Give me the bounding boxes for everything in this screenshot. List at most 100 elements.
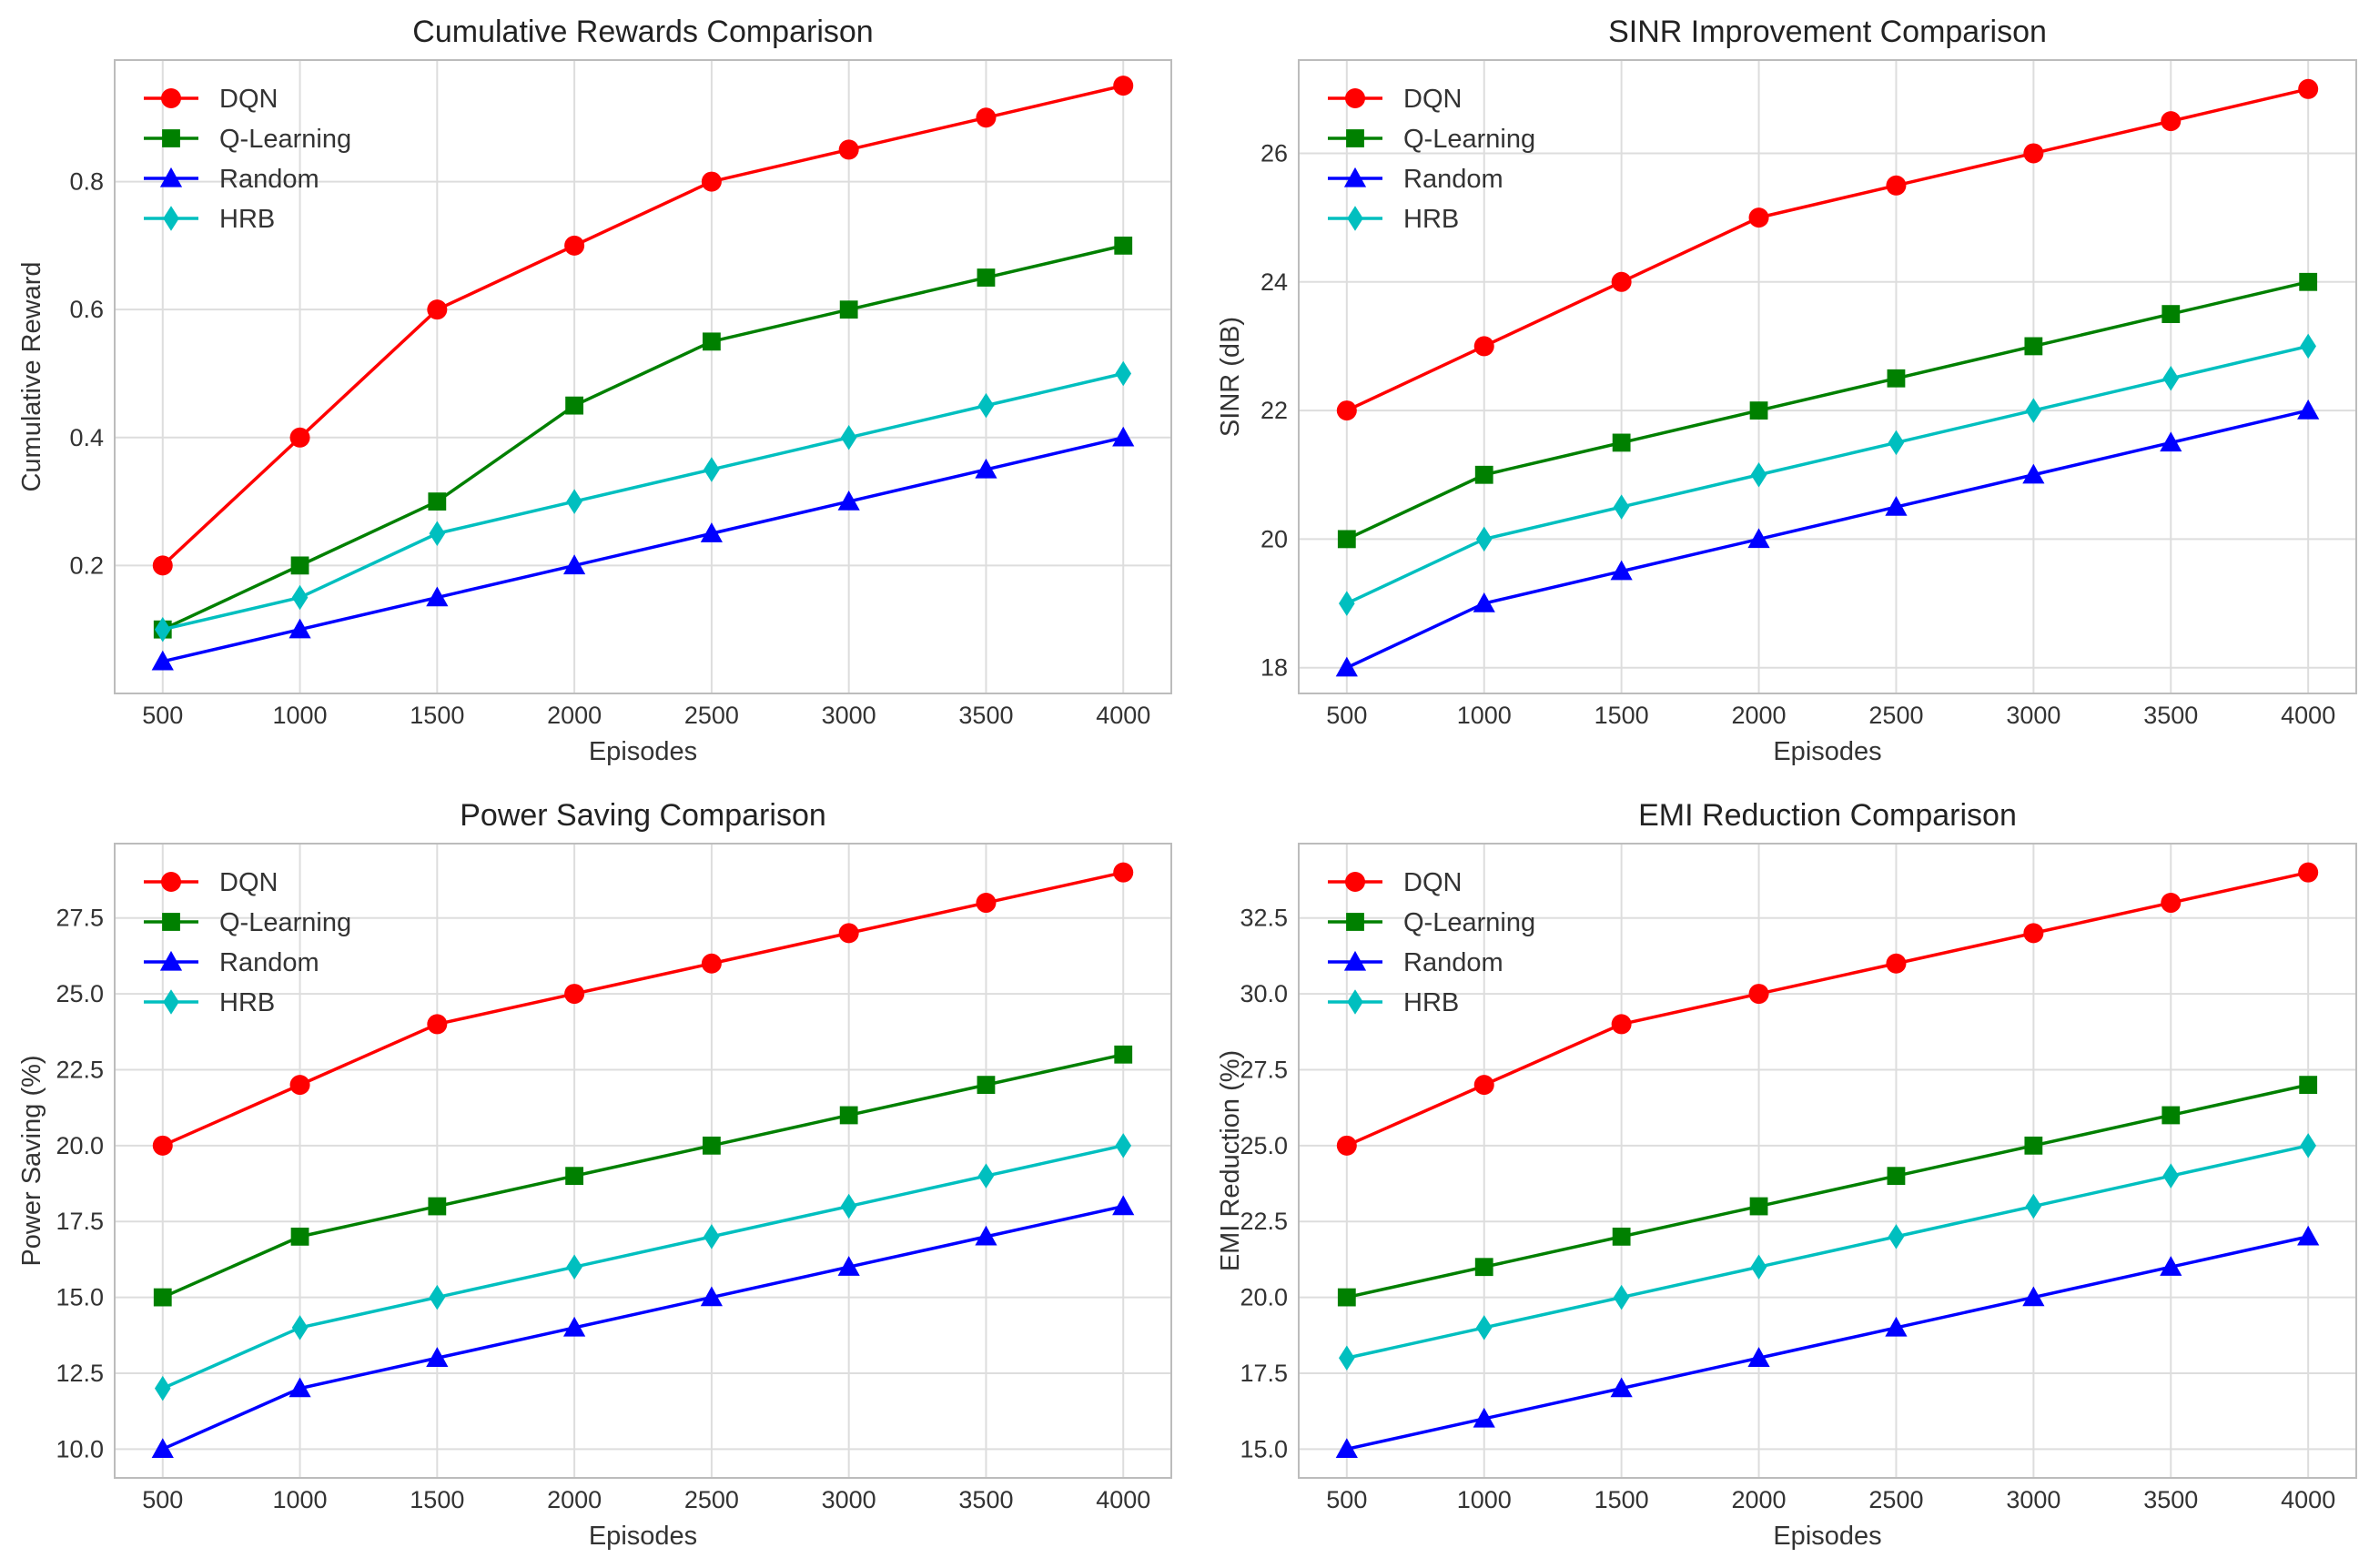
series-line [162,1053,1124,1300]
legend-item-dqn: DQN [144,868,278,897]
y-tick-label: 32.5 [1240,905,1288,932]
legend: DQN Q-Learning Random HRB [144,868,351,1017]
data-point [290,1227,309,1246]
data-point [566,489,582,514]
series-dqn [152,76,1134,576]
x-tick-label: 3000 [822,702,876,729]
data-point [2298,78,2319,99]
data-point [1611,1014,1632,1035]
series-line [1346,1144,2309,1360]
data-point [429,521,446,546]
data-point [701,953,722,974]
data-point [429,1284,446,1310]
x-tick-label: 1500 [1595,1486,1649,1513]
x-tick-label: 1000 [1457,702,1512,729]
legend-label: Random [1403,165,1503,194]
data-point [426,586,449,607]
x-tick-label: 3500 [958,1486,1013,1513]
legend-item-q-learning: Q-Learning [1328,908,1535,937]
legend-item-q-learning: Q-Learning [144,125,351,154]
data-point [1750,462,1767,488]
y-tick-label: 17.5 [56,1208,104,1235]
y-axis-label: EMI Reduction (%) [1216,1050,1245,1271]
series-line [162,436,1124,663]
data-point [977,1163,995,1189]
plot-frame [114,843,1172,1479]
y-tick-label: 15.0 [1240,1435,1288,1462]
data-point [2299,1076,2318,1095]
series-line [1346,1083,2309,1300]
chart-emi-reduction: EMI Reduction Comparison 500 1000 1500 2000 2… [1216,798,2357,1551]
data-point [152,555,173,576]
x-tick-label: 2500 [684,1486,739,1513]
data-point [975,458,997,479]
data-point [701,171,722,192]
y-tick-label: 15.0 [56,1284,104,1311]
x-tick-label: 2500 [684,702,739,729]
data-point [1112,426,1135,447]
data-point [2297,399,2320,420]
data-point [840,425,857,450]
data-point [565,396,584,415]
data-point [1112,1195,1135,1216]
data-point [1473,336,1494,357]
series-line [162,371,1124,632]
legend-marker [159,167,183,187]
legend-marker [161,872,181,892]
data-point [2160,1256,2182,1276]
legend-marker [1346,913,1364,931]
legend-label: Q-Learning [1403,125,1535,154]
y-axis-label: Power Saving (%) [17,1055,46,1266]
y-tick-label: 27.5 [1240,1056,1288,1083]
data-point [566,1254,582,1280]
data-point [1474,465,1493,484]
plot-frame [1298,843,2357,1479]
data-point [1885,495,1908,516]
legend-label: HRB [1403,988,1459,1017]
data-point [702,1136,721,1155]
x-tick-label: 1500 [410,702,464,729]
legend-item-q-learning: Q-Learning [1328,125,1535,154]
data-point [1612,433,1631,452]
data-point [1335,656,1358,677]
data-point [428,492,447,511]
plot-frame [1298,59,2357,694]
data-point [151,650,174,671]
legend-marker [1345,88,1365,108]
x-tick-label: 500 [1326,1486,1367,1513]
data-point [704,1224,720,1249]
data-point [1749,1197,1768,1216]
data-point [2160,431,2182,452]
x-tick-label: 500 [142,1486,183,1513]
series-line [1346,280,2309,541]
data-point [289,427,310,448]
x-tick-label: 4000 [2281,702,2335,729]
data-point [1336,400,1357,421]
data-point [838,139,859,160]
data-point [2161,893,2182,914]
data-point [1888,430,1905,456]
series-line [1346,344,2309,605]
data-point [1339,591,1355,616]
plot-area [115,60,1171,693]
data-point [1888,1224,1905,1249]
x-axis-label: Episodes [589,737,697,766]
series-hrb [154,1133,1132,1401]
legend-item-dqn: DQN [1328,85,1462,114]
legend-item-dqn: DQN [1328,868,1462,897]
legend-label: HRB [219,205,275,234]
x-tick-label: 1000 [273,1486,328,1513]
x-tick-label: 3500 [2143,1486,2198,1513]
y-tick-label: 30.0 [1240,980,1288,1007]
data-point [1113,862,1134,883]
legend-label: DQN [1403,85,1462,114]
data-point [2297,1225,2320,1246]
data-point [704,457,720,482]
x-tick-label: 500 [142,702,183,729]
data-point [1747,1347,1770,1367]
data-point [2024,337,2043,356]
series-line [1346,87,2309,412]
data-point [289,1075,310,1096]
data-point [1473,592,1495,612]
data-point [2022,463,2045,484]
